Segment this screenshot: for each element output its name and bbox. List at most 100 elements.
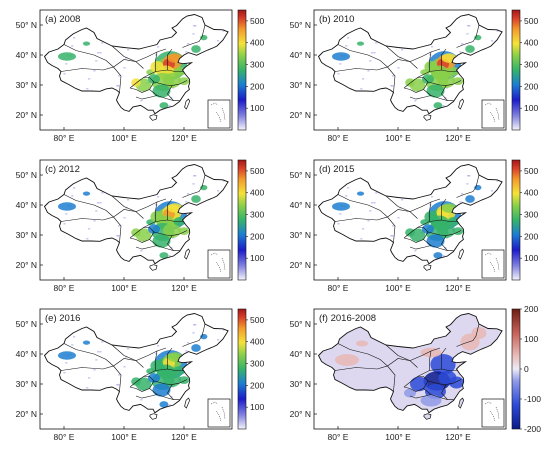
pm-hotspot	[426, 234, 445, 248]
speckle	[112, 243, 115, 245]
speckle	[217, 40, 220, 42]
speckle	[397, 217, 400, 219]
speckle	[412, 108, 415, 110]
y-tick-label: 50° N	[290, 319, 311, 329]
speckle	[466, 33, 469, 35]
taiwan-island	[458, 98, 465, 110]
speckle	[397, 67, 400, 69]
speckle	[187, 43, 190, 45]
colorbar-tick-label: 200	[250, 81, 264, 91]
pm-hotspot	[148, 373, 160, 383]
speckle	[183, 360, 186, 362]
speckle	[63, 223, 66, 225]
speckle	[487, 58, 490, 60]
speckle	[162, 186, 165, 188]
speckle	[373, 202, 376, 204]
taiwan-island	[184, 98, 191, 110]
panel-label: (e) 2016	[45, 313, 80, 324]
y-tick-label: 20° N	[290, 409, 311, 419]
speckle	[192, 183, 195, 185]
speckle	[116, 384, 119, 386]
speckle	[399, 57, 402, 59]
speckle	[93, 369, 96, 371]
speckle	[131, 338, 134, 340]
province-borders	[334, 323, 480, 400]
speckle	[356, 246, 359, 248]
pm-hotspot	[150, 61, 164, 73]
pm-hotspot	[465, 45, 475, 53]
speckle	[140, 250, 143, 252]
speckle	[93, 70, 96, 72]
china-landmass	[318, 14, 503, 114]
speckle	[88, 377, 91, 379]
speckle	[401, 199, 404, 201]
south-china-sea-inset	[207, 249, 231, 279]
speckle	[101, 42, 104, 44]
speckle	[369, 210, 372, 212]
speckle	[198, 102, 201, 104]
colorbar-tick-label: 400	[250, 188, 264, 198]
speckle	[65, 63, 68, 65]
concentration-field	[323, 24, 499, 111]
speckle	[391, 85, 394, 87]
speckle	[202, 383, 205, 385]
y-tick-label: 20° N	[16, 260, 37, 270]
x-tick-label: 100° E	[111, 283, 137, 293]
map-panel: 80° E 100° E 120° E 50° N 40° N 30° N 20° N (b)…	[290, 9, 538, 143]
speckle	[326, 249, 329, 251]
speckle	[405, 189, 408, 191]
speckle	[405, 39, 408, 41]
speckle	[391, 235, 394, 237]
speckle	[63, 73, 66, 75]
difference-hotspot	[356, 340, 368, 347]
speckle	[97, 202, 100, 204]
speckle	[213, 357, 216, 359]
y-tick-label: 30° N	[290, 379, 311, 389]
speckle	[88, 228, 91, 230]
speckle	[110, 253, 113, 255]
speckle	[80, 405, 83, 407]
speckle	[332, 81, 335, 83]
y-tick-label: 20° N	[16, 110, 37, 120]
speckle	[468, 175, 471, 177]
national-border	[43, 14, 229, 115]
x-tick-label: 100° E	[385, 432, 411, 442]
speckle	[373, 52, 376, 54]
speckle	[217, 190, 220, 192]
speckle	[406, 189, 409, 191]
colorbar-tick-label: 100	[524, 334, 538, 344]
speckle	[86, 387, 89, 389]
speckle	[82, 395, 85, 397]
speckle	[161, 186, 164, 188]
speckle	[108, 24, 111, 26]
speckle	[103, 184, 106, 186]
speckle	[138, 407, 141, 409]
pm-hotspot	[58, 351, 76, 360]
pm-hotspot	[191, 195, 201, 203]
speckle	[58, 380, 61, 382]
panel-frame	[313, 308, 507, 430]
speckle	[103, 34, 106, 36]
speckle	[377, 34, 380, 36]
speckle	[323, 259, 326, 261]
speckle	[369, 60, 372, 62]
hainan-island	[423, 264, 432, 271]
x-tick-label: 100° E	[385, 283, 411, 293]
colorbar-tick-label: 0	[524, 364, 529, 374]
speckle	[52, 249, 55, 251]
speckle	[117, 384, 120, 386]
speckle	[157, 345, 160, 347]
taiwan-island	[458, 248, 465, 260]
speckle	[435, 186, 438, 188]
pm-hotspot	[152, 84, 171, 98]
y-tick-label: 50° N	[16, 20, 37, 30]
speckle	[200, 94, 203, 96]
speckle	[324, 259, 327, 261]
hainan-island	[149, 413, 158, 420]
speckle	[207, 375, 210, 377]
speckle	[208, 66, 211, 68]
panel-frame	[39, 308, 233, 430]
speckle	[127, 348, 130, 350]
speckle	[118, 374, 121, 376]
colorbar: 200 100 0 -100 -200	[511, 304, 541, 434]
